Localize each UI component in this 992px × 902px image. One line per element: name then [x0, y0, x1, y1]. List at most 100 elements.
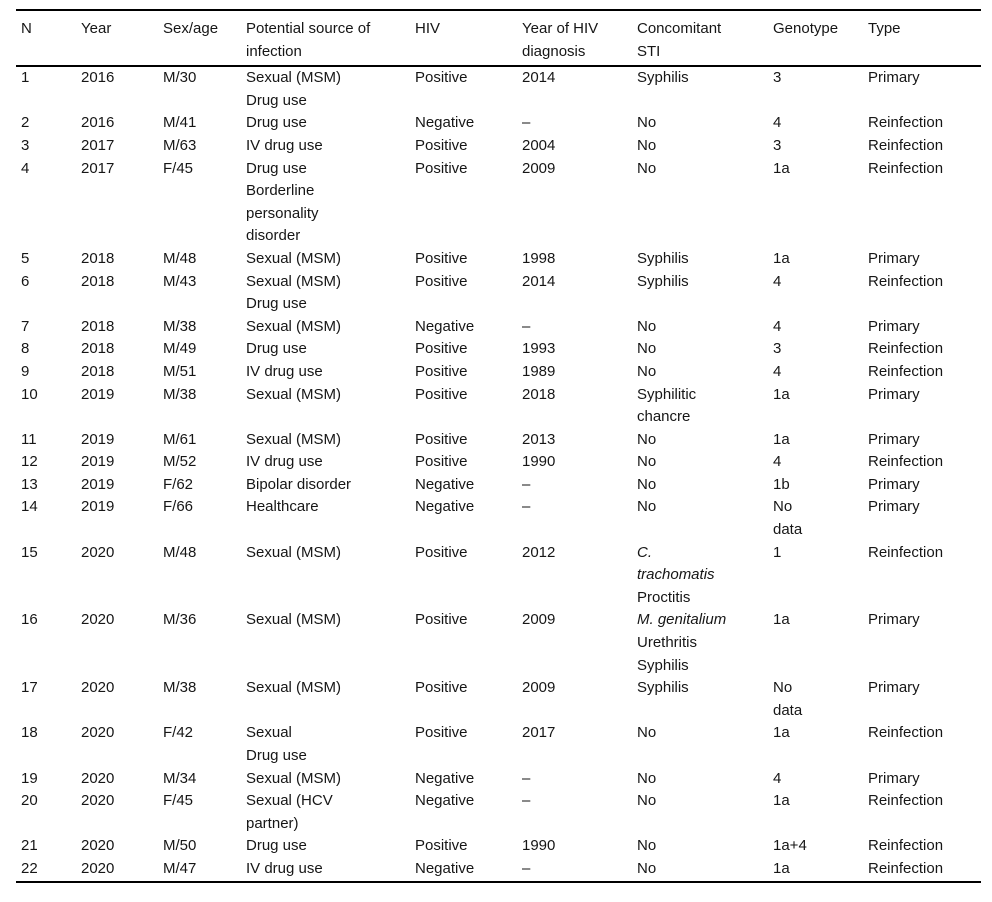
cell-year: 2020	[81, 722, 163, 767]
cell-line: Sex/age	[163, 20, 219, 37]
cell-line: 2017	[81, 159, 115, 177]
cell-type: Reinfection	[868, 112, 981, 135]
cell-hiv: Positive	[415, 429, 522, 452]
cell-concomitant_sti: No	[637, 722, 773, 767]
cell-line: 2020	[81, 859, 115, 877]
cell-line: 2018	[522, 385, 556, 403]
cell-source: Sexual (MSM) Drug use	[246, 66, 415, 112]
cell-line: 14	[21, 498, 38, 516]
cell-year: 2018	[81, 248, 163, 271]
cell-hiv_diagnosis_year: –	[522, 112, 637, 135]
cell-line: 2004	[522, 136, 556, 154]
cell-line: Bipolar disorder	[246, 475, 352, 493]
header-row: N Year Sex/age Potential source of infection…	[16, 10, 981, 68]
cell-line: Syphilitic	[637, 385, 697, 403]
cell-line: 1a+4	[773, 837, 807, 855]
cell-concomitant_sti: No	[637, 768, 773, 791]
cell-sex_age: M/30	[163, 66, 246, 112]
cell-source: Drug use	[246, 112, 415, 135]
cell-source: Drug use	[246, 835, 415, 858]
cell-line: Syphilis	[637, 272, 689, 290]
cell-line: Sexual (MSM)	[246, 249, 342, 267]
cell-line: Primary	[868, 385, 920, 403]
cell-line: 1990	[522, 453, 556, 471]
cell-year: 2018	[81, 271, 163, 316]
cell-year: 2017	[81, 158, 163, 248]
cell-line: –	[522, 475, 531, 493]
cell-source: Sexual (MSM)	[246, 384, 415, 429]
cell-line: 8	[21, 340, 30, 358]
cell-line: M/47	[163, 859, 197, 877]
cell-hiv: Positive	[415, 338, 522, 361]
cell-sex_age: M/41	[163, 112, 246, 135]
cell-hiv: Positive	[415, 384, 522, 429]
cell-hiv: Negative	[415, 858, 522, 882]
cell-hiv: Negative	[415, 112, 522, 135]
cell-line: Sexual (MSM)	[246, 679, 342, 697]
cell-source: IV drug use	[246, 451, 415, 474]
cell-line: No	[637, 362, 657, 380]
cell-line: No	[637, 769, 657, 787]
cell-line: 2017	[81, 136, 115, 154]
cell-line: M/63	[163, 136, 197, 154]
cell-concomitant_sti: C. trachomatis Proctitis	[637, 542, 773, 610]
cell-hiv_diagnosis_year: 1993	[522, 338, 637, 361]
cell-line: Sexual (MSM)	[246, 769, 342, 787]
cell-n: 11	[16, 429, 81, 452]
column-header-concomitant_sti: Concomitant STI	[637, 10, 773, 68]
cell-type: Reinfection	[868, 790, 981, 835]
cell-line: Sexual (MSM)	[246, 543, 342, 561]
cell-line: Potential source of	[246, 20, 371, 37]
cell-sex_age: M/63	[163, 135, 246, 158]
cell-line: Positive	[415, 385, 468, 403]
cell-n: 21	[16, 835, 81, 858]
cell-line: 3	[773, 69, 782, 87]
cell-line: Positive	[415, 679, 468, 697]
cell-sex_age: M/48	[163, 248, 246, 271]
cell-line: Drug use	[246, 91, 307, 109]
table-row: 7 2018 M/38 Sexual (MSM) Negative – No 4 Primary	[16, 316, 981, 339]
cell-line: No	[637, 498, 657, 516]
cell-sex_age: F/62	[163, 474, 246, 497]
cell-line: Drug use	[246, 340, 307, 358]
cell-line: 2014	[522, 69, 556, 87]
cell-line: Syphilis	[637, 656, 689, 674]
cell-line: personality	[246, 204, 319, 222]
cell-sex_age: M/51	[163, 361, 246, 384]
cell-line: data	[773, 521, 803, 539]
cell-line: No	[773, 679, 793, 697]
cell-line: 2018	[81, 362, 115, 380]
table-row: 13 2019 F/62 Bipolar disorder Negative – No 1b P…	[16, 474, 981, 497]
cell-line: Sexual (MSM)	[246, 272, 342, 290]
cell-hiv_diagnosis_year: 1989	[522, 361, 637, 384]
cell-type: Primary	[868, 429, 981, 452]
cell-line: M/36	[163, 611, 197, 629]
cell-line: 2013	[522, 430, 556, 448]
cell-hiv_diagnosis_year: –	[522, 858, 637, 882]
cell-hiv_diagnosis_year: 1990	[522, 835, 637, 858]
cell-n: 18	[16, 722, 81, 767]
cell-concomitant_sti: No	[637, 135, 773, 158]
cell-hiv_diagnosis_year: 2009	[522, 609, 637, 677]
cell-hiv_diagnosis_year: 2018	[522, 384, 637, 429]
cell-n: 7	[16, 316, 81, 339]
cell-line: Reinfection	[868, 859, 944, 877]
cell-line: 2019	[81, 453, 115, 471]
cell-sex_age: M/52	[163, 451, 246, 474]
cell-line: chancre	[637, 408, 691, 426]
column-header-source: Potential source of infection	[246, 10, 415, 68]
cell-hiv_diagnosis_year: –	[522, 496, 637, 541]
table-row: 1 2016 M/30 Sexual (MSM) Drug use Positive 201…	[16, 66, 981, 112]
table-row: 9 2018 M/51 IV drug use Positive 1989 No 4 Reinf…	[16, 361, 981, 384]
cell-hiv: Positive	[415, 361, 522, 384]
cell-line: Reinfection	[868, 362, 944, 380]
cell-line: 4	[773, 114, 782, 132]
cell-sex_age: M/49	[163, 338, 246, 361]
cell-line: No	[637, 475, 657, 493]
cell-line: 2009	[522, 679, 556, 697]
cell-concomitant_sti: No	[637, 429, 773, 452]
cell-source: IV drug use	[246, 135, 415, 158]
cell-genotype: 1a	[773, 429, 868, 452]
cell-source: Healthcare	[246, 496, 415, 541]
cell-line: 17	[21, 679, 38, 697]
